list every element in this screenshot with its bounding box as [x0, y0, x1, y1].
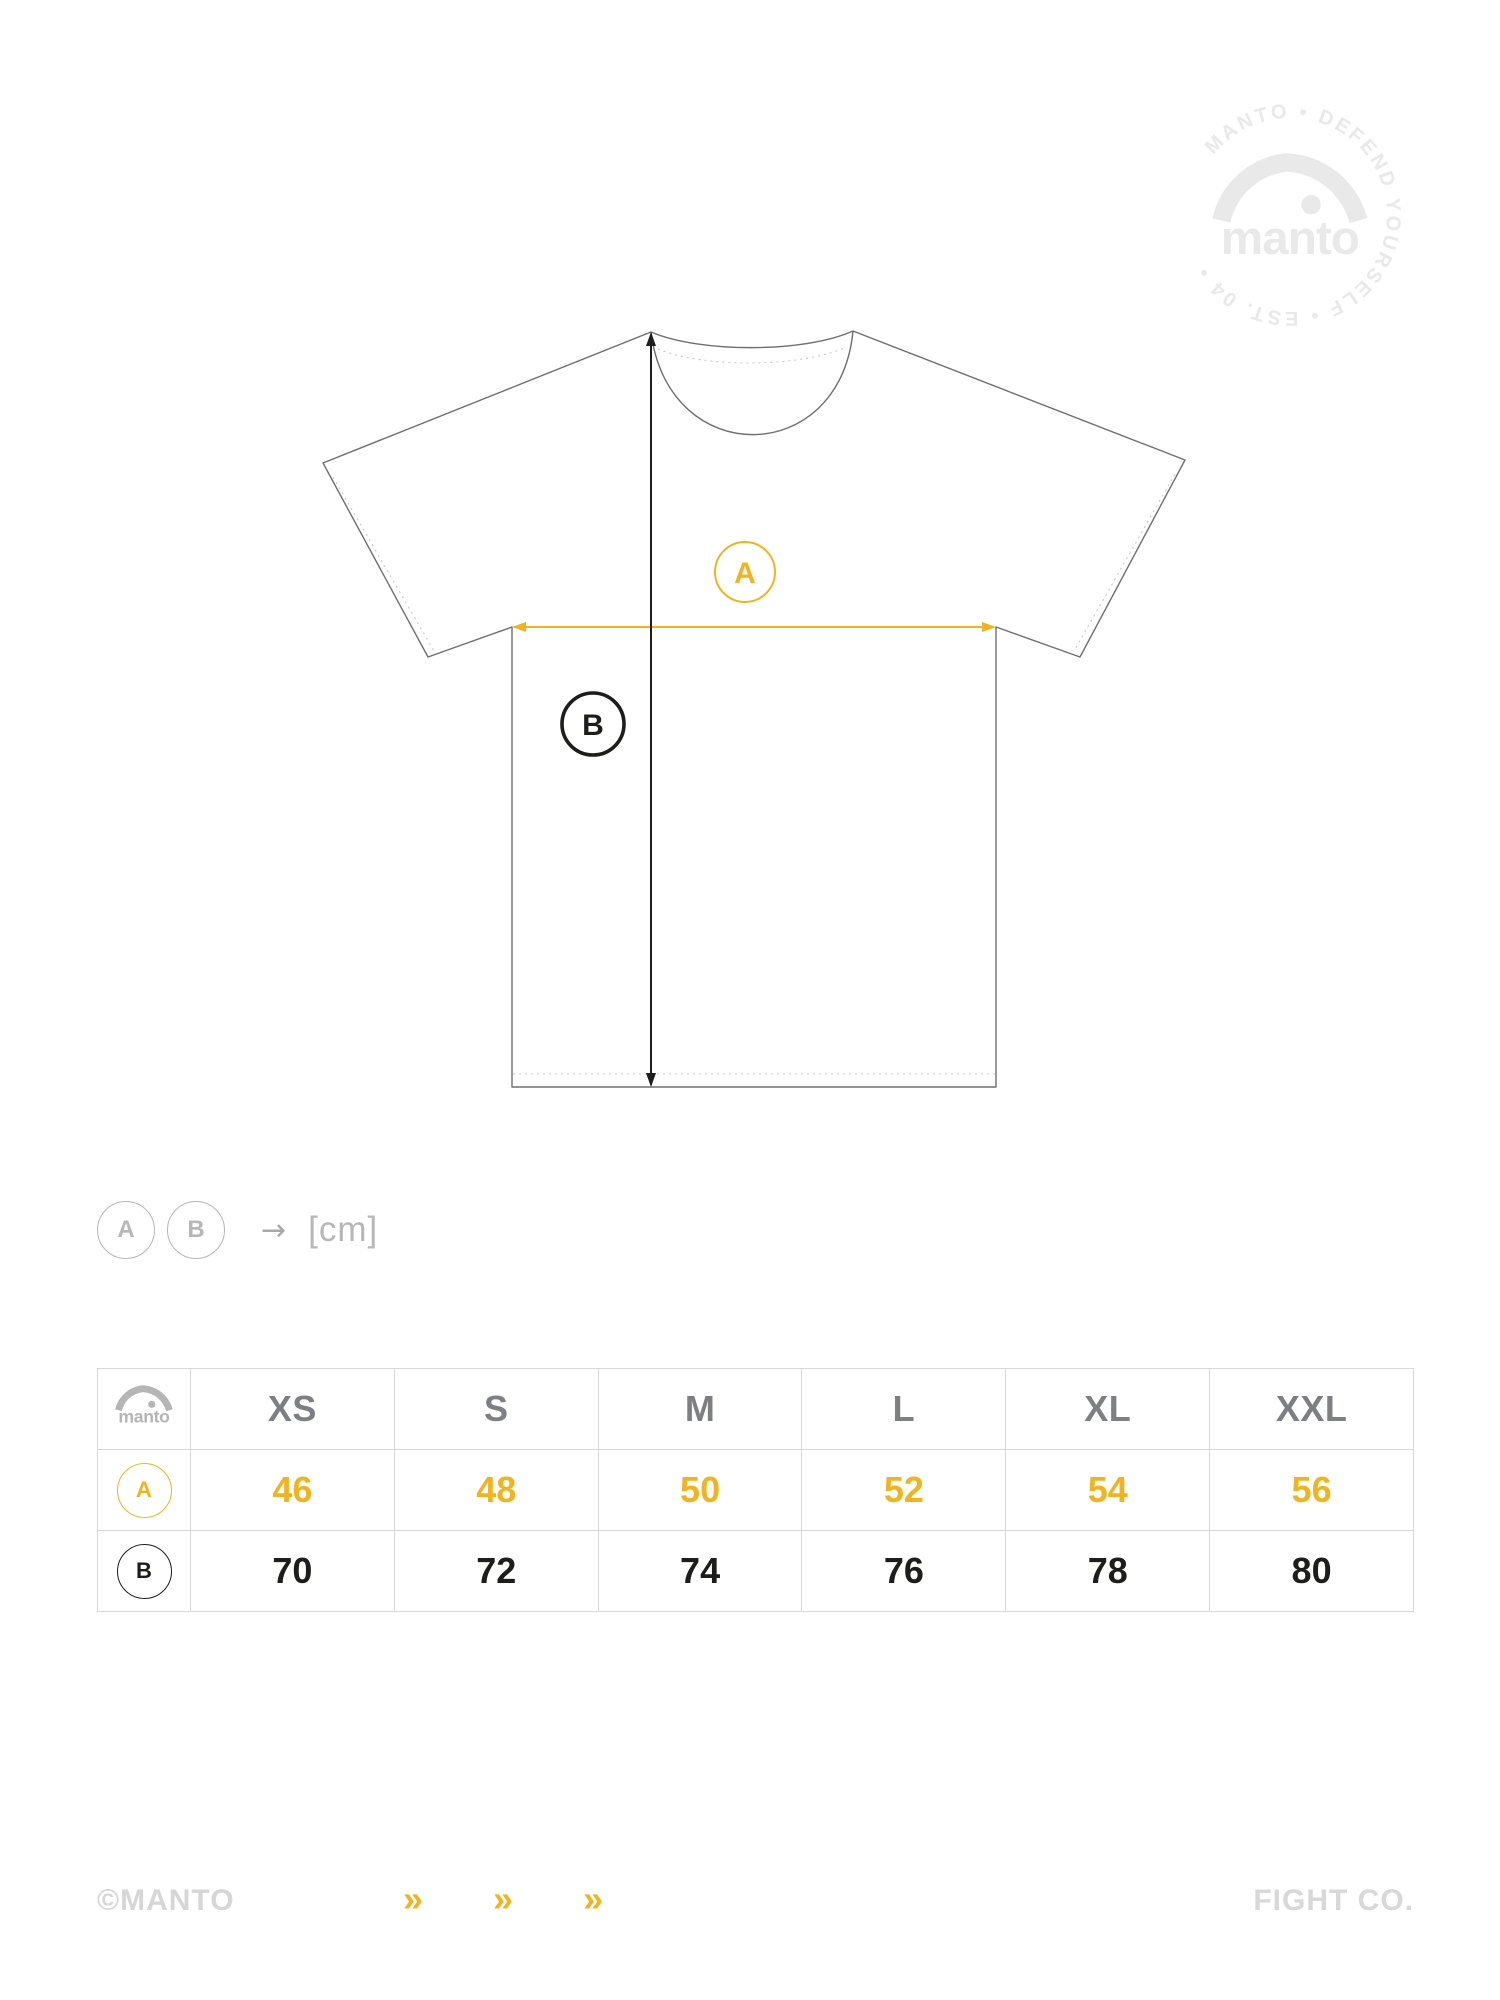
size-column-m: M	[597, 1368, 803, 1450]
size-column-l: L	[801, 1368, 1007, 1450]
size-table-corner-cell	[97, 1368, 191, 1450]
double-chevron-icon: »	[493, 1878, 514, 1919]
size-column-xs: XS	[190, 1368, 395, 1450]
value-b-xl: 78	[1005, 1530, 1211, 1612]
row-b-marker-label: B	[136, 1558, 152, 1583]
row-a-marker-label: A	[136, 1477, 152, 1502]
tshirt-collar-line	[650, 330, 854, 349]
value-a-l: 52	[801, 1449, 1007, 1531]
legend-marker-b: B	[167, 1201, 225, 1259]
value-b-s: 72	[393, 1530, 599, 1612]
value-b-l: 76	[801, 1530, 1007, 1612]
stitch-right-sleeve	[1073, 473, 1176, 652]
row-a-marker-cell: A	[97, 1449, 191, 1531]
row-b-marker-cell: B	[97, 1530, 191, 1612]
table-row-a: A 46 48 50 52 54 56	[97, 1449, 1414, 1531]
stitch-collar	[657, 346, 847, 364]
value-b-m: 74	[597, 1530, 803, 1612]
value-b-xs: 70	[190, 1530, 395, 1612]
value-a-xxl: 56	[1209, 1449, 1414, 1531]
arrowhead-bottom	[646, 1073, 656, 1087]
measure-line-a	[512, 622, 996, 632]
manto-badge: MANTO • DEFEND YOURSELF • EST. 04 •	[1173, 98, 1407, 332]
footer-chevrons: » » »	[403, 1878, 603, 1920]
value-a-xs: 46	[190, 1449, 395, 1531]
legend-marker-b-label: B	[187, 1216, 205, 1243]
size-column-xxl: XXL	[1209, 1368, 1414, 1450]
size-column-xl: XL	[1005, 1368, 1211, 1450]
measurement-legend: A B → [cm]	[97, 1199, 378, 1261]
marker-b-label: B	[582, 709, 604, 742]
arrowhead-right	[982, 622, 996, 632]
value-a-s: 48	[393, 1449, 599, 1531]
double-chevron-icon: »	[583, 1878, 604, 1919]
footer-brand: FIGHT CO.	[1253, 1884, 1414, 1917]
tshirt-outline	[322, 330, 1186, 1088]
arrow-right-icon: →	[261, 1212, 287, 1248]
marker-a-circle: A	[714, 541, 776, 603]
value-a-m: 50	[597, 1449, 803, 1531]
marker-a-label: A	[734, 557, 756, 590]
arrowhead-top	[646, 332, 656, 346]
row-b-marker: B	[116, 1543, 172, 1599]
footer-copyright: ©MANTO	[97, 1884, 235, 1917]
tshirt-size-diagram: manto A B	[322, 330, 1186, 1088]
value-a-xl: 54	[1005, 1449, 1211, 1531]
manto-logo-small-icon	[114, 1382, 174, 1428]
row-a-marker: A	[116, 1462, 172, 1518]
legend-unit: [cm]	[308, 1210, 379, 1249]
double-chevron-icon: »	[403, 1878, 424, 1919]
size-table-header-row: XS S M L XL XXL	[97, 1368, 1414, 1450]
size-column-s: S	[393, 1368, 599, 1450]
marker-b-circle: B	[560, 691, 626, 757]
legend-marker-a-label: A	[117, 1216, 135, 1243]
value-b-xxl: 80	[1209, 1530, 1414, 1612]
table-row-b: B 70 72 74 76 78 80	[97, 1530, 1414, 1612]
badge-center-logo	[1221, 162, 1359, 265]
legend-marker-a: A	[97, 1201, 155, 1259]
arrowhead-left	[512, 622, 526, 632]
measure-line-b	[646, 332, 656, 1087]
size-table: XS S M L XL XXL A 46 48 50 52 54 56 B 70…	[97, 1368, 1414, 1612]
